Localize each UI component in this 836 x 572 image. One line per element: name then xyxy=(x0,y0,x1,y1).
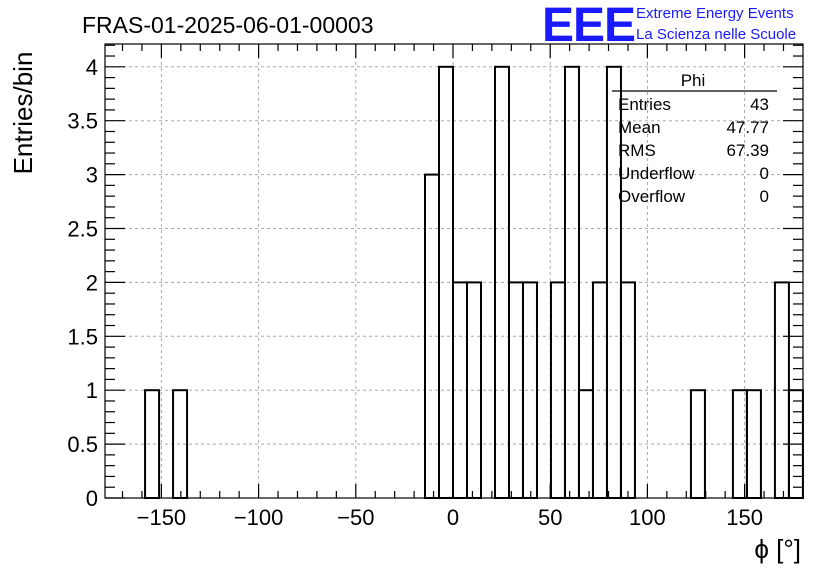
x-tick-label: 0 xyxy=(447,505,459,530)
y-tick-label: 3.5 xyxy=(67,109,98,134)
stats-label: RMS xyxy=(618,141,656,160)
x-tick-label: −100 xyxy=(234,505,284,530)
eee-logo-mark: EEE xyxy=(542,0,635,52)
stats-label: Entries xyxy=(618,95,671,114)
stats-box: Phi Entries 43 Mean 47.77 RMS 67.39 Underflow 0… xyxy=(612,71,777,206)
stats-value: 43 xyxy=(750,95,769,114)
logo-line-2: La Scienza nelle Scuole xyxy=(636,26,796,43)
chart-title: FRAS-01-2025-06-01-00003 xyxy=(82,12,374,38)
y-tick-labels: 0 0.5 1 1.5 2 2.5 3 3.5 4 xyxy=(67,55,98,511)
x-tick-label: 50 xyxy=(538,505,562,530)
y-tick-label: 0 xyxy=(86,486,98,511)
stats-value: 67.39 xyxy=(726,141,769,160)
y-tick-label: 2.5 xyxy=(67,217,98,242)
x-tick-labels: −150 −100 −50 0 50 100 150 xyxy=(137,505,763,530)
logo-line-1: Extreme Energy Events xyxy=(636,5,794,22)
y-axis-title: Entries/bin xyxy=(8,52,38,175)
eee-logo: EEE Extreme Energy Events La Scienza nel… xyxy=(542,0,796,52)
x-tick-label: 100 xyxy=(629,505,666,530)
y-tick-label: 1 xyxy=(86,378,98,403)
y-tick-label: 1.5 xyxy=(67,324,98,349)
y-tick-label: 2 xyxy=(86,270,98,295)
axis-ticks xyxy=(105,44,803,499)
stats-value: 47.77 xyxy=(726,118,769,137)
y-tick-label: 0.5 xyxy=(67,432,98,457)
x-axis-title: ϕ [°] xyxy=(754,534,801,564)
plot-frame xyxy=(104,43,804,499)
x-tick-label: −150 xyxy=(137,505,187,530)
x-tick-label: −50 xyxy=(337,505,374,530)
x-tick-label: 150 xyxy=(726,505,763,530)
stats-title: Phi xyxy=(681,71,706,90)
stats-label: Underflow xyxy=(618,164,695,183)
stats-label: Overflow xyxy=(618,187,686,206)
y-tick-label: 3 xyxy=(86,163,98,188)
stats-label: Mean xyxy=(618,118,661,137)
y-tick-label: 4 xyxy=(86,55,98,80)
stats-value: 0 xyxy=(760,164,769,183)
stats-value: 0 xyxy=(760,187,769,206)
